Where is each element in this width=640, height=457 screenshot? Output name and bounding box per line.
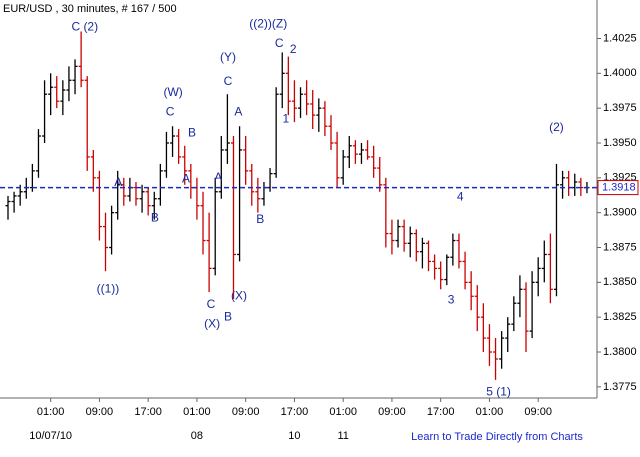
x-tick-label: 01:00 [476,406,504,418]
date-label: 10 [288,430,300,442]
y-tick-label: 1.3850 [603,276,637,288]
x-tick-label: 17:00 [281,406,309,418]
wave-label: B [224,309,232,323]
wave-label: C [166,105,175,119]
wave-label: A [114,175,122,189]
wave-label: (Y) [220,50,236,64]
wave-label: A [234,105,242,119]
wave-label: (W) [163,85,182,99]
x-tick-label: 09:00 [524,406,552,418]
wave-label: 3 [448,293,455,307]
x-tick-label: 01:00 [329,406,357,418]
wave-label: 1 [283,111,290,125]
wave-label: (X) [231,288,247,302]
y-tick-label: 1.3825 [603,311,637,323]
y-tick-label: 1.3900 [603,207,637,219]
wave-label: (2) [549,120,564,134]
x-tick-label: 17:00 [134,406,162,418]
wave-label: A [182,171,190,185]
wave-label: (X) [204,316,220,330]
date-label: 11 [337,430,348,442]
y-tick-label: 1.3950 [603,137,637,149]
y-tick-label: 1.3800 [603,346,637,358]
wave-label: B [256,212,264,226]
x-tick-label: 01:00 [37,406,65,418]
wave-label: C (2) [71,20,98,34]
x-tick-label: 09:00 [86,406,114,418]
wave-label: C [207,297,216,311]
wave-label: 5 (1) [486,385,511,399]
wave-label: A [214,170,222,184]
y-tick-label: 1.4000 [603,67,637,79]
current-price-label: 1.3918 [602,181,636,193]
x-tick-label: 09:00 [378,406,406,418]
date-label: 08 [191,430,203,442]
wave-label: B [151,210,159,224]
wave-label: C [275,36,284,50]
x-tick-label: 01:00 [183,406,211,418]
date-label: 10/07/10 [29,430,72,442]
current-price-box [597,180,639,196]
y-tick-label: 1.3975 [603,102,637,114]
wave-label: 2 [290,42,297,56]
wave-label: C [224,74,233,88]
y-tick-label: 1.3875 [603,241,637,253]
wave-label: ((1)) [97,281,120,295]
x-tick-label: 17:00 [427,406,455,418]
x-tick-label: 09:00 [232,406,260,418]
y-tick-label: 1.4025 [603,32,637,44]
wave-label: 4 [457,190,464,204]
wave-label: B [188,125,196,139]
wave-label: ((2))(Z) [249,17,287,31]
chart-title: EUR/USD , 30 minutes, # 167 / 500 [3,3,177,15]
footer-link[interactable]: Learn to Trade Directly from Charts [411,431,583,443]
y-tick-label: 1.3775 [603,381,637,393]
